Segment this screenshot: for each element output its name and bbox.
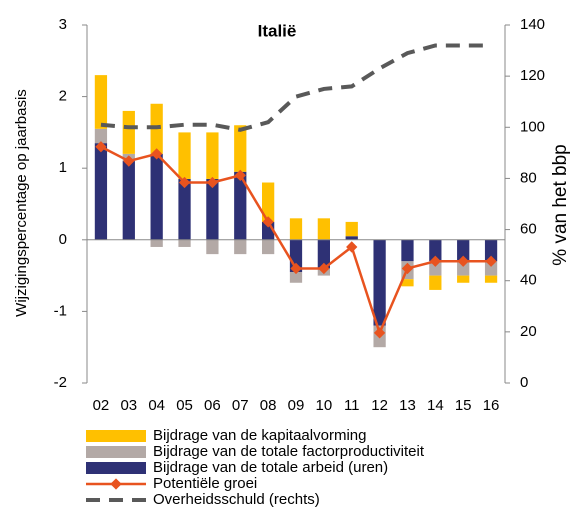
line-marker xyxy=(373,327,386,339)
x-tick-label: 07 xyxy=(232,397,249,414)
bar-segment xyxy=(94,143,108,240)
bar-segment xyxy=(457,239,470,262)
bar-segment xyxy=(484,261,498,276)
bar-segment xyxy=(94,128,108,144)
y2-tick-label: 100 xyxy=(520,118,545,135)
chart-title: Italië xyxy=(258,21,297,40)
x-tick-label: 14 xyxy=(427,397,444,414)
bar-segment xyxy=(317,218,330,240)
y-tick-label: -2 xyxy=(54,374,67,391)
bar-segment xyxy=(206,132,219,179)
bar-segment xyxy=(150,239,163,247)
bar-segment xyxy=(484,275,498,283)
bar-segment xyxy=(457,261,470,276)
bar-segment xyxy=(122,110,135,154)
line-marker xyxy=(234,169,246,182)
legend-swatch xyxy=(86,446,146,458)
legend-label: Potentiële groei xyxy=(153,475,257,492)
x-tick-label: 04 xyxy=(148,397,165,414)
x-tick-label: 09 xyxy=(288,397,305,414)
legend-label: Bijdrage van de totale factorproductivit… xyxy=(153,443,425,460)
bar-segment xyxy=(206,239,219,255)
x-tick-label: 16 xyxy=(483,397,500,414)
x-tick-label: 13 xyxy=(399,397,416,414)
y2-tick-label: 0 xyxy=(520,374,528,391)
bar-segment xyxy=(234,239,247,255)
bar-segment xyxy=(178,239,191,247)
bar-segment xyxy=(345,236,358,240)
bar-segment xyxy=(262,239,275,255)
line-marker xyxy=(457,255,469,267)
y-axis-label: Wijzigingspercentage op jaarbasis xyxy=(13,89,30,317)
bar-segment xyxy=(401,279,414,287)
x-tick-label: 03 xyxy=(120,397,137,414)
line-marker xyxy=(290,262,302,275)
y-tick-label: 3 xyxy=(59,16,67,33)
bar-segment xyxy=(289,218,303,240)
x-tick-label: 15 xyxy=(455,397,472,414)
bar-segment xyxy=(457,275,470,283)
y-tick-label: 0 xyxy=(59,231,67,248)
bar-segment xyxy=(178,178,191,240)
x-tick-label: 06 xyxy=(204,397,221,414)
y-tick-label: 2 xyxy=(59,88,67,105)
bar-segment xyxy=(429,239,442,262)
bar-segment xyxy=(94,75,108,129)
legend-swatch xyxy=(86,430,146,442)
y2-tick-label: 80 xyxy=(520,169,537,186)
bar-segment xyxy=(429,261,442,276)
bar-segment xyxy=(345,221,358,237)
bar-segment xyxy=(401,239,414,262)
y2-axis-label: % van het bbp xyxy=(550,144,571,265)
bar-segment xyxy=(373,239,386,326)
bar-segment xyxy=(122,161,135,240)
legend-label: Overheidsschuld (rechts) xyxy=(153,491,320,508)
bar-segment xyxy=(234,125,247,172)
bar-segment xyxy=(289,272,303,283)
bar-segment xyxy=(262,182,275,222)
y2-tick-label: 40 xyxy=(520,272,537,289)
bar-segment xyxy=(150,153,163,240)
x-tick-label: 02 xyxy=(93,397,110,414)
x-tick-label: 12 xyxy=(371,397,388,414)
y2-tick-label: 120 xyxy=(520,67,545,84)
line-marker xyxy=(401,262,414,275)
bar-segment xyxy=(206,178,219,240)
legend-label: Bijdrage van de kapitaalvorming xyxy=(153,427,366,444)
y2-tick-label: 140 xyxy=(520,16,545,33)
line-marker xyxy=(346,241,358,253)
debt-line xyxy=(100,43,492,132)
line-marker xyxy=(485,255,497,267)
line-marker xyxy=(429,255,441,267)
line-marker xyxy=(178,176,191,189)
bar-segment xyxy=(234,171,247,240)
x-tick-label: 10 xyxy=(316,397,333,414)
y-tick-label: 1 xyxy=(59,159,67,176)
bar-segment xyxy=(178,132,191,179)
line-marker xyxy=(151,148,163,160)
bar-segment xyxy=(484,239,498,262)
bar-segment xyxy=(317,239,330,269)
line-marker xyxy=(262,216,274,228)
x-tick-label: 05 xyxy=(176,397,193,414)
y-tick-label: -1 xyxy=(54,302,67,319)
legend-swatch xyxy=(86,462,146,474)
y2-tick-label: 20 xyxy=(520,323,537,340)
x-tick-label: 11 xyxy=(344,397,360,414)
x-tick-label: 08 xyxy=(260,397,277,414)
legend-marker xyxy=(110,478,122,490)
y2-tick-label: 60 xyxy=(520,221,537,238)
legend-label: Bijdrage van de totale arbeid (uren) xyxy=(153,459,388,476)
line-marker xyxy=(206,176,219,189)
line-marker xyxy=(318,262,330,275)
bar-segment xyxy=(429,275,442,290)
